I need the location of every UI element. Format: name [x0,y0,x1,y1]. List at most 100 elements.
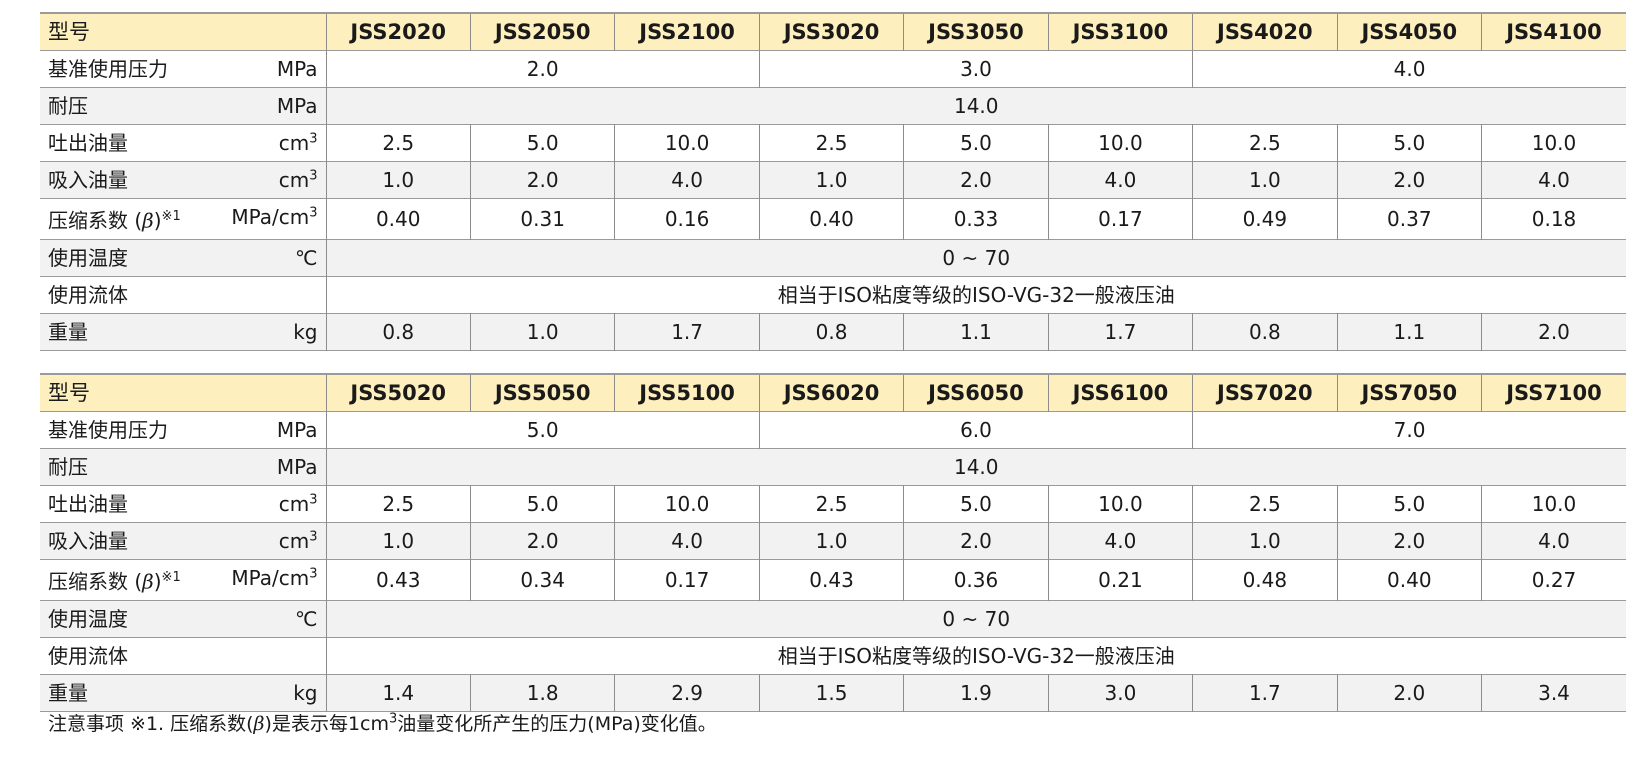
suction-unit: cm3 [279,162,318,198]
model-name: JSS4100 [1481,13,1626,51]
weight-value: 3.0 [1047,674,1193,712]
footnote-sup: 3 [389,711,398,727]
weight-value: 2.0 [1336,674,1482,712]
suction-value: 4.0 [1047,522,1193,560]
suction-value: 4.0 [1047,161,1193,199]
weight-label-cell: 重量 kg [40,674,326,711]
compress-value: 0.33 [903,198,1049,240]
unit-text: MPa [276,418,318,442]
discharge-label-cell: 吐出油量 cm3 [40,125,326,162]
unit-superscript: 3 [309,566,318,582]
compress-value: 0.37 [1336,198,1482,240]
model-header-row: 型号 JSS2020 JSS2050 JSS2100 JSS3020 JSS3050 JSS… [40,13,1626,51]
table-row-proof: 耐压 MPa 14.0 [40,87,1626,125]
discharge-value: 5.0 [469,124,615,162]
suction-value: 1.0 [758,161,904,199]
weight-value: 1.7 [1047,313,1193,351]
weight-value: 2.9 [614,674,760,712]
fluid-label-cell: 使用流体 [40,276,326,313]
pressure-value: 5.0 [325,411,760,449]
unit-text: cm [278,168,310,192]
discharge-value: 2.5 [758,124,904,162]
compress-value: 0.40 [758,198,904,240]
weight-value: 1.8 [469,674,615,712]
compress-label: 压缩系数 (β)※1 [48,199,181,239]
compress-label-text: 压缩系数 ( [48,569,143,594]
footnote: 注意事项 ※1. 压缩系数(β)是表示每1cm3油量变化所产生的压力(MPa)变… [48,710,717,738]
discharge-value: 5.0 [903,485,1049,523]
table-row-temp: 使用温度 ℃ 0 ~ 70 [40,239,1626,277]
table-row-discharge: 吐出油量 cm3 2.5 5.0 10.0 2.5 5.0 10.0 2.5 5.0 10.0 [40,485,1626,523]
model-header-label: 型号 [48,20,90,44]
weight-value: 1.1 [1336,313,1482,351]
table-row-compress: 压缩系数 (β)※1 MPa/cm3 0.43 0.34 0.17 0.43 0.36 0.2… [40,559,1626,601]
model-name: JSS2100 [614,13,760,51]
table-row-weight: 重量 kg 1.4 1.8 2.9 1.5 1.9 3.0 1.7 2.0 3.4 [40,674,1626,712]
compress-value: 0.16 [614,198,760,240]
suction-value: 2.0 [469,161,615,199]
temp-unit: ℃ [295,601,317,637]
unit-text: kg [293,680,318,705]
suction-label-cell: 吸入油量 cm3 [40,523,326,560]
table-row-fluid: 使用流体 相当于ISO粘度等级的ISO-VG-32一般液压油 [40,276,1626,314]
weight-label-cell: 重量 kg [40,313,326,350]
weight-unit: kg [293,314,317,350]
suction-value: 1.0 [325,161,471,199]
table-row-pressure: 基准使用压力 MPa 2.0 3.0 4.0 [40,50,1626,88]
fluid-label: 使用流体 [48,282,128,307]
unit-superscript: 3 [309,205,318,221]
pressure-value: 3.0 [758,50,1193,88]
model-header-label: 型号 [48,381,90,405]
weight-label: 重量 [48,319,88,344]
compress-value: 0.40 [1336,559,1482,601]
weight-unit: kg [293,675,317,711]
unit-text: MPa/cm [231,205,310,229]
discharge-value: 5.0 [469,485,615,523]
proof-unit: MPa [277,449,318,485]
unit-text: MPa [276,455,318,479]
weight-value: 1.5 [758,674,904,712]
suction-value: 4.0 [614,522,760,560]
footnote-text-pre: 注意事项 ※1. 压缩系数( [48,713,254,735]
temp-label-cell: 使用温度 ℃ [40,600,326,637]
temp-label-cell: 使用温度 ℃ [40,239,326,276]
weight-label: 重量 [48,680,88,705]
pressure-label: 基准使用压力 [48,418,168,442]
discharge-value: 2.5 [325,124,471,162]
temp-value: 0 ~ 70 [325,239,1626,277]
unit-text: cm [278,529,310,553]
compress-unit: MPa/cm3 [231,560,317,600]
discharge-value: 10.0 [1481,485,1626,523]
unit-text: ℃ [295,606,318,631]
suction-label-cell: 吸入油量 cm3 [40,162,326,199]
pressure-value: 2.0 [325,50,760,88]
discharge-value: 2.5 [1192,485,1338,523]
model-name: JSS5100 [614,374,760,412]
compress-value: 0.40 [325,198,471,240]
proof-label: 耐压 [48,455,88,479]
fluid-value: 相当于ISO粘度等级的ISO-VG-32一般液压油 [325,276,1626,314]
model-name: JSS2020 [325,13,471,51]
table-row-compress: 压缩系数 (β)※1 MPa/cm3 0.40 0.31 0.16 0.40 0.33 0.1… [40,198,1626,240]
temp-label: 使用温度 [48,245,128,270]
suction-value: 1.0 [1192,522,1338,560]
discharge-value: 2.5 [325,485,471,523]
suction-value: 2.0 [1336,522,1482,560]
discharge-unit: cm3 [279,125,318,161]
compress-label-cell: 压缩系数 (β)※1 MPa/cm3 [40,199,326,240]
beta-symbol: β [142,208,154,233]
unit-superscript: 3 [309,492,318,508]
weight-value: 3.4 [1481,674,1626,712]
suction-value: 2.0 [903,522,1049,560]
weight-value: 1.4 [325,674,471,712]
proof-label-cell: 耐压 MPa [40,449,326,486]
discharge-label: 吐出油量 [48,492,128,516]
unit-text: MPa [276,57,318,81]
fluid-value: 相当于ISO粘度等级的ISO-VG-32一般液压油 [325,637,1626,675]
weight-value: 0.8 [1192,313,1338,351]
spec-table-2: 型号 JSS5020 JSS5050 JSS5100 JSS6020 JSS6050 JSS… [40,373,1626,712]
suction-unit: cm3 [279,523,318,559]
unit-text: MPa/cm [231,566,310,590]
model-name: JSS4020 [1192,13,1338,51]
pressure-label: 基准使用压力 [48,57,168,81]
